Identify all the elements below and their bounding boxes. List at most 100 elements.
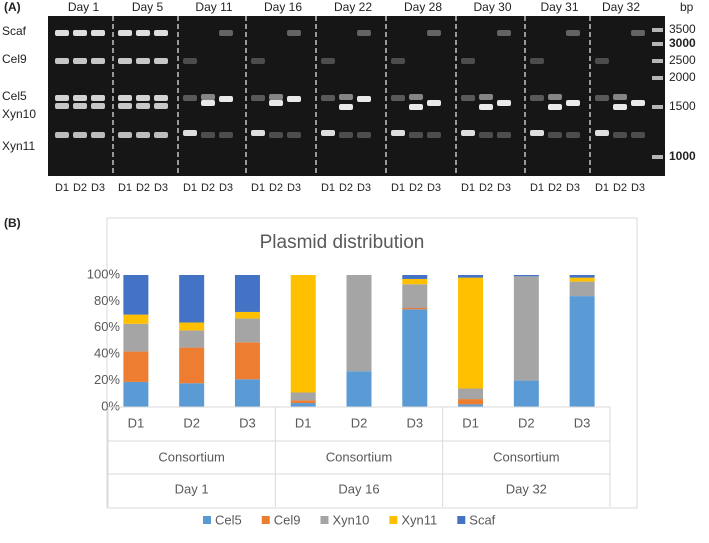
bar-segment bbox=[234, 275, 260, 312]
lane-label: D3 bbox=[357, 182, 371, 194]
day-label: Day 30 bbox=[473, 0, 511, 14]
group-label: Consortium bbox=[493, 449, 559, 464]
gel-band bbox=[118, 58, 132, 64]
gel-band bbox=[55, 132, 69, 138]
gel-band bbox=[201, 132, 215, 138]
bar-segment bbox=[290, 400, 316, 404]
band-label: Xyn10 bbox=[2, 107, 36, 121]
gel-band bbox=[136, 30, 150, 36]
bar-segment bbox=[123, 351, 149, 382]
lane-label: D2 bbox=[201, 182, 215, 194]
lane-label: D1 bbox=[251, 182, 265, 194]
ladder-label: 3500 bbox=[669, 22, 696, 36]
lane-label: D1 bbox=[530, 182, 544, 194]
bar-segment bbox=[513, 275, 539, 277]
bar-segment bbox=[458, 275, 484, 278]
lane-label: D3 bbox=[219, 182, 233, 194]
gel-band bbox=[321, 130, 335, 136]
gel-band bbox=[595, 95, 609, 101]
gel-band bbox=[91, 95, 105, 101]
lane-label: D1 bbox=[321, 182, 335, 194]
bar-segment bbox=[290, 403, 316, 407]
day-label: Day 11 bbox=[195, 0, 232, 14]
bar-segment bbox=[123, 314, 149, 324]
lane-label: D2 bbox=[269, 182, 283, 194]
gel-band bbox=[73, 58, 87, 64]
gel-band bbox=[613, 104, 627, 110]
bar-segment bbox=[234, 379, 260, 407]
gel-band bbox=[631, 100, 645, 106]
gel-band bbox=[497, 100, 511, 106]
lane-label: D2 bbox=[479, 182, 493, 194]
gel-band bbox=[321, 58, 335, 64]
bar-segment bbox=[402, 275, 428, 279]
gel-band bbox=[631, 30, 645, 36]
bar-segment bbox=[346, 371, 372, 407]
gel-band bbox=[73, 132, 87, 138]
y-tick-label: 60% bbox=[94, 319, 120, 334]
x-tick-label: D3 bbox=[574, 415, 591, 430]
bar-segment bbox=[234, 311, 260, 319]
gel-band bbox=[183, 130, 197, 136]
gel-band bbox=[613, 94, 627, 100]
gel-band bbox=[497, 132, 511, 138]
bar-segment bbox=[569, 275, 595, 278]
lane-label: D1 bbox=[183, 182, 197, 194]
group-label: Day 1 bbox=[175, 481, 209, 496]
x-tick-label: D1 bbox=[295, 415, 312, 430]
gel-band bbox=[154, 103, 168, 109]
gel-band bbox=[479, 94, 493, 100]
lane-label: D2 bbox=[339, 182, 353, 194]
lane-label: D3 bbox=[287, 182, 301, 194]
bar-segment bbox=[290, 392, 316, 401]
x-tick-label: D1 bbox=[128, 415, 145, 430]
gel-band bbox=[269, 94, 283, 100]
bar-segment bbox=[234, 318, 260, 343]
ladder-band bbox=[652, 28, 663, 32]
gel-band bbox=[566, 132, 580, 138]
gel-band bbox=[357, 132, 371, 138]
lane-label: D2 bbox=[136, 182, 150, 194]
gel-band bbox=[136, 58, 150, 64]
panel-label: (B) bbox=[4, 216, 21, 230]
bar-segment bbox=[569, 277, 595, 282]
bar-segment bbox=[179, 330, 205, 348]
gel-band bbox=[183, 95, 197, 101]
gel-band bbox=[55, 95, 69, 101]
gel-band bbox=[631, 132, 645, 138]
y-tick-label: 20% bbox=[94, 372, 120, 387]
gel-band bbox=[136, 95, 150, 101]
gel-band bbox=[269, 100, 283, 106]
lane-label: D1 bbox=[391, 182, 405, 194]
lane-label: D1 bbox=[595, 182, 609, 194]
bar-segment bbox=[402, 309, 428, 407]
legend-swatch bbox=[457, 516, 466, 524]
gel-band bbox=[251, 130, 265, 136]
gel-band bbox=[339, 132, 353, 138]
day-label: Day 16 bbox=[264, 0, 302, 14]
gel-band bbox=[595, 58, 609, 64]
gel-band bbox=[55, 30, 69, 36]
bar-segment bbox=[569, 296, 595, 407]
gel-band bbox=[73, 95, 87, 101]
y-tick-label: 100% bbox=[87, 266, 121, 281]
group-label: Day 16 bbox=[338, 481, 379, 496]
gel-band bbox=[73, 103, 87, 109]
day-label: Day 5 bbox=[132, 0, 164, 14]
lane-label: D3 bbox=[154, 182, 168, 194]
gel-band bbox=[201, 94, 215, 100]
ladder-label: 2000 bbox=[669, 70, 696, 84]
group-label: Consortium bbox=[158, 449, 224, 464]
gel-band bbox=[55, 58, 69, 64]
band-label: Cel5 bbox=[2, 89, 27, 103]
y-tick-label: 0% bbox=[101, 398, 120, 413]
gel-band bbox=[530, 58, 544, 64]
x-tick-label: D2 bbox=[351, 415, 368, 430]
lane-label: D3 bbox=[91, 182, 105, 194]
gel-band bbox=[91, 132, 105, 138]
gel-band bbox=[479, 132, 493, 138]
ladder-band bbox=[652, 155, 663, 159]
lane-label: D2 bbox=[73, 182, 87, 194]
gel-band bbox=[136, 103, 150, 109]
